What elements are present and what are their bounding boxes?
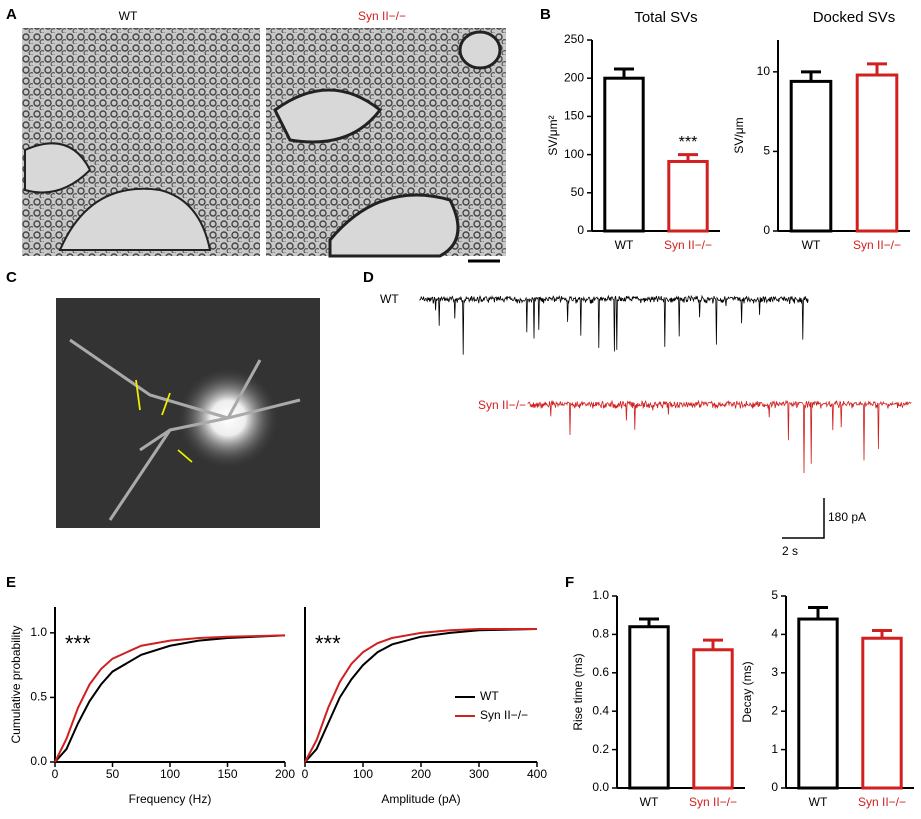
scale-label: 180 pA — [828, 510, 866, 524]
cdf-line — [54, 634, 286, 763]
trace-label: WT — [380, 292, 399, 306]
x-tick-label: 100 — [353, 767, 373, 781]
em-structure — [24, 142, 212, 251]
x-tick-label: Syn II−/− — [664, 238, 712, 252]
y-tick-label: 2 — [771, 703, 778, 717]
x-tick-label: WT — [615, 238, 634, 252]
annotation: *** — [679, 134, 698, 151]
y-tick-label: 0 — [763, 223, 770, 237]
x-tick-label: 200 — [275, 767, 295, 781]
y-tick-label: 200 — [564, 70, 584, 84]
legend-label: WT — [480, 689, 499, 703]
y-tick-label: 0.8 — [592, 627, 609, 641]
bar — [855, 73, 899, 233]
bar — [628, 625, 670, 790]
bar — [667, 159, 709, 233]
x-axis-label: Amplitude (pA) — [381, 792, 460, 806]
em-label: Syn II−/− — [358, 9, 406, 23]
x-tick-label: Syn II−/− — [689, 795, 737, 809]
y-axis-label: Rise time (ms) — [571, 653, 585, 730]
bar — [861, 636, 903, 790]
x-tick-label: WT — [802, 238, 821, 252]
y-tick-label: 0.6 — [592, 665, 609, 679]
chart-title: Docked SVs — [813, 9, 896, 26]
current-trace — [527, 399, 912, 474]
trace-scale-bar — [782, 498, 825, 539]
y-tick-label: 0.0 — [30, 754, 47, 768]
x-axis-label: Frequency (Hz) — [129, 792, 212, 806]
y-tick-label: 5 — [763, 144, 770, 158]
panel-label: B — [540, 6, 551, 23]
arrow — [135, 379, 193, 463]
y-axis-label: Cumulative probability — [9, 625, 23, 743]
y-tick-label: 10 — [757, 64, 771, 78]
em-label: WT — [119, 9, 138, 23]
x-tick-label: 0 — [52, 767, 59, 781]
annotation: *** — [65, 631, 91, 656]
panel-label: A — [6, 6, 17, 23]
y-tick-label: 0 — [771, 780, 778, 794]
x-tick-label: 150 — [217, 767, 237, 781]
y-tick-label: 0.4 — [592, 703, 609, 717]
cdf-line — [304, 627, 538, 763]
x-tick-label: 50 — [106, 767, 120, 781]
bar — [603, 76, 645, 233]
y-tick-label: 4 — [771, 627, 778, 641]
y-tick-label: 1.0 — [30, 625, 47, 639]
y-tick-label: 3 — [771, 665, 778, 679]
x-tick-label: 400 — [527, 767, 547, 781]
annotation: *** — [315, 631, 341, 656]
bar — [692, 648, 734, 790]
y-tick-label: 1.0 — [592, 588, 609, 602]
bar — [789, 79, 833, 233]
em-structure — [273, 30, 502, 258]
y-tick-label: 250 — [564, 32, 584, 46]
y-axis-label: SV/μm — [732, 117, 746, 153]
y-tick-label: 0.0 — [592, 780, 609, 794]
x-tick-label: WT — [640, 795, 659, 809]
x-tick-label: 100 — [160, 767, 180, 781]
scale-label: 2 s — [782, 544, 798, 558]
legend-label: Syn II−/− — [480, 708, 528, 722]
panel-label: C — [6, 269, 17, 286]
x-tick-label: 300 — [469, 767, 489, 781]
x-tick-label: WT — [809, 795, 828, 809]
y-tick-label: 100 — [564, 147, 584, 161]
panel-label: D — [363, 269, 374, 286]
y-tick-label: 1 — [771, 742, 778, 756]
y-tick-label: 0 — [577, 223, 584, 237]
y-axis-label: SV/μm² — [546, 115, 560, 155]
x-tick-label: Syn II−/− — [853, 238, 901, 252]
x-tick-label: 200 — [411, 767, 431, 781]
y-axis-label: Decay (ms) — [740, 661, 754, 722]
y-tick-label: 0.5 — [30, 690, 47, 704]
y-tick-label: 150 — [564, 109, 584, 123]
panel-label: F — [565, 574, 574, 591]
bar — [797, 617, 839, 790]
y-tick-label: 0.2 — [592, 742, 609, 756]
dendrite — [69, 338, 301, 521]
cdf-line — [304, 627, 537, 763]
cdf-line — [54, 634, 286, 763]
x-tick-label: 0 — [302, 767, 309, 781]
trace-label: Syn II−/− — [478, 398, 526, 412]
current-trace — [419, 294, 809, 355]
chart-title: Total SVs — [634, 9, 697, 26]
panel-label: E — [6, 574, 16, 591]
y-tick-label: 50 — [571, 185, 585, 199]
x-tick-label: Syn II−/− — [858, 795, 906, 809]
y-tick-label: 5 — [771, 588, 778, 602]
